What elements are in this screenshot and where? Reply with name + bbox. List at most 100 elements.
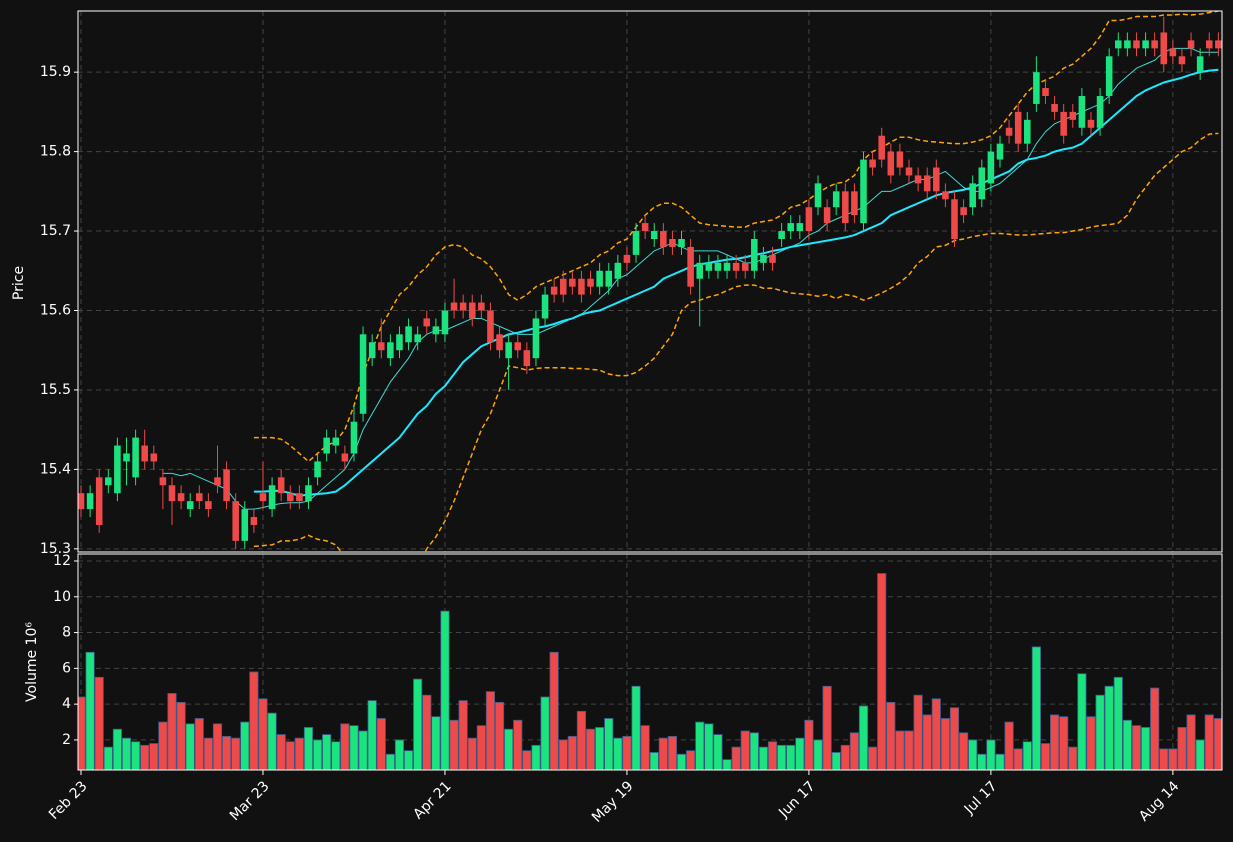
- candle-body: [1151, 40, 1158, 49]
- candle-body: [341, 453, 349, 462]
- volume-bar: [1013, 748, 1023, 770]
- y-tick-label: 2: [62, 732, 71, 748]
- volume-bar: [813, 739, 823, 770]
- candle-body: [505, 342, 512, 359]
- candle-body: [760, 254, 767, 263]
- candle-body: [714, 262, 722, 271]
- candle-body: [459, 302, 467, 311]
- candle-body: [1078, 96, 1086, 128]
- volume-bar: [1059, 716, 1069, 770]
- candle-body: [150, 453, 158, 462]
- candle-body: [669, 238, 676, 247]
- overlay-line: [253, 132, 1219, 552]
- y-tick-label: 8: [62, 625, 71, 641]
- candle-body: [423, 318, 431, 327]
- volume-bar: [140, 744, 150, 770]
- volume-bar: [604, 718, 614, 770]
- candle-body: [387, 342, 394, 359]
- volume-bar: [376, 718, 386, 770]
- candle-body: [842, 191, 849, 224]
- candle-body: [696, 262, 704, 279]
- volume-bar: [786, 744, 796, 770]
- candle-body: [578, 278, 585, 295]
- candle-body: [1205, 40, 1213, 49]
- candle-body: [814, 183, 822, 208]
- y-tick-label: 15.6: [40, 302, 71, 318]
- volume-bar: [1022, 741, 1032, 770]
- y-tick-label: 6: [62, 660, 71, 676]
- candle-body: [95, 477, 103, 525]
- volume-bar: [440, 610, 450, 770]
- volume-bar: [221, 735, 232, 770]
- candle-body: [1033, 72, 1040, 104]
- volume-bar: [185, 723, 195, 770]
- candle-body: [960, 207, 967, 216]
- candle-body: [596, 270, 603, 287]
- candle-body: [942, 191, 949, 200]
- candle-body: [1215, 40, 1222, 49]
- candle-body: [978, 167, 986, 200]
- volume-bar: [767, 741, 778, 770]
- volume-bar: [422, 694, 432, 770]
- volume-bar: [1040, 743, 1051, 770]
- volume-bar: [1159, 748, 1169, 770]
- volume-bar: [895, 730, 905, 770]
- candle-body: [1114, 40, 1122, 49]
- volume-axis-label: Volume 10⁶: [24, 622, 40, 702]
- volume-bar: [995, 753, 1005, 770]
- volume-bar: [349, 725, 359, 770]
- candle-body: [705, 262, 713, 271]
- volume-bar: [1086, 716, 1096, 770]
- candle-body: [259, 493, 267, 502]
- candle-body: [787, 223, 794, 232]
- volume-bar: [686, 750, 696, 770]
- volume-bar: [1204, 714, 1214, 770]
- volume-bar: [431, 716, 441, 770]
- candle-body: [196, 493, 203, 502]
- y-tick-label: 15.9: [40, 64, 71, 80]
- candle-body: [1051, 103, 1058, 112]
- volume-bar: [722, 759, 732, 770]
- candle-body: [860, 159, 867, 224]
- volume-bar: [667, 735, 678, 770]
- candles: [78, 16, 1222, 549]
- candle-body: [732, 262, 740, 271]
- volume-bar: [913, 694, 923, 770]
- volume-bar: [676, 753, 687, 770]
- candle-body: [559, 278, 567, 295]
- candle-body: [441, 310, 449, 335]
- volume-bar: [631, 685, 641, 770]
- candle-body: [314, 461, 321, 478]
- volume-bar: [458, 700, 468, 770]
- volume-bar: [831, 752, 841, 770]
- candle-body: [905, 167, 913, 176]
- volume-bar: [194, 718, 204, 770]
- candle-body: [1160, 32, 1168, 65]
- volume-bar: [1186, 714, 1196, 770]
- volume-bar: [258, 698, 268, 770]
- candle-body: [487, 310, 494, 343]
- price-grid: [78, 11, 1222, 552]
- volume-bar: [749, 732, 759, 770]
- volume-bar: [385, 753, 395, 770]
- candle-body: [177, 493, 185, 502]
- volume-bar: [85, 651, 95, 770]
- candle-body: [287, 493, 294, 502]
- volume-bar: [158, 721, 168, 770]
- candle-body: [414, 334, 421, 343]
- volume-bar: [558, 739, 568, 770]
- candle-body: [268, 485, 276, 510]
- candle-body: [1142, 40, 1149, 49]
- candle-body: [250, 517, 258, 525]
- candle-body: [350, 421, 358, 454]
- candle-body: [532, 318, 540, 359]
- candle-body: [614, 262, 622, 279]
- candle-body: [1096, 96, 1104, 128]
- volume-bar: [576, 710, 587, 770]
- volume-bar: [1150, 687, 1160, 770]
- candle-body: [660, 231, 667, 247]
- volume-bar: [121, 737, 132, 770]
- volume-bar: [249, 671, 259, 770]
- candle-body: [987, 151, 995, 184]
- candle-body: [623, 254, 631, 263]
